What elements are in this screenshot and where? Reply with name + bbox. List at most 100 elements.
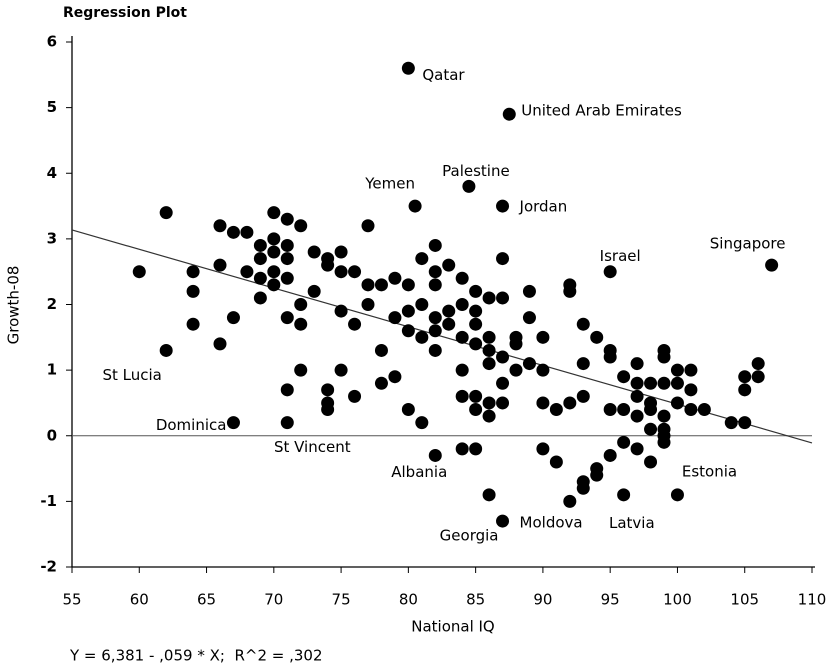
point [334, 363, 348, 377]
point [502, 107, 516, 121]
point [455, 442, 469, 456]
point [401, 61, 415, 75]
point [294, 298, 308, 311]
point [765, 258, 779, 272]
point [294, 317, 308, 331]
point [576, 357, 590, 371]
point [603, 403, 617, 416]
point [253, 271, 267, 285]
point [670, 363, 684, 377]
point [361, 219, 375, 233]
point [388, 311, 402, 325]
point [442, 304, 456, 318]
point-label: Jordan [519, 198, 568, 216]
point [469, 442, 483, 456]
point [428, 324, 442, 338]
y-tick-label: -2 [40, 558, 57, 576]
point [603, 448, 617, 462]
point [428, 238, 442, 252]
point [428, 311, 442, 325]
point [253, 291, 267, 305]
point [361, 278, 375, 292]
point [280, 416, 294, 430]
point [348, 265, 362, 279]
point [321, 258, 335, 272]
point [213, 219, 227, 233]
x-tick-label: 80 [399, 591, 418, 609]
y-tick-label: 2 [47, 295, 57, 313]
y-tick-label: 3 [47, 229, 57, 247]
point [482, 409, 496, 423]
point [697, 403, 711, 416]
point [469, 403, 483, 416]
y-tick-label: 0 [47, 426, 57, 444]
point [617, 435, 631, 449]
point [307, 284, 321, 298]
point [415, 252, 429, 266]
point [482, 343, 496, 357]
x-tick-label: 95 [601, 591, 620, 609]
point-label: Dominica [156, 416, 227, 434]
point [186, 317, 200, 331]
x-tick-label: 70 [264, 591, 283, 609]
point [401, 403, 415, 416]
point [630, 389, 644, 403]
point-label: Latvia [609, 514, 655, 532]
point-label: United Arab Emirates [521, 102, 682, 120]
point [253, 252, 267, 266]
point [469, 389, 483, 403]
point [415, 330, 429, 344]
point [684, 363, 698, 377]
point [549, 403, 563, 416]
point [630, 442, 644, 456]
point [428, 448, 442, 462]
point [590, 468, 604, 482]
x-tick-label: 75 [332, 591, 351, 609]
point-label: St Lucia [102, 366, 161, 384]
x-tick-label: 90 [533, 591, 552, 609]
point [617, 488, 631, 502]
point [536, 363, 550, 377]
point [267, 278, 281, 292]
point [428, 343, 442, 357]
point [280, 383, 294, 397]
point [657, 429, 671, 443]
x-tick-label: 100 [663, 591, 692, 609]
point [496, 514, 510, 528]
point [482, 396, 496, 410]
point [630, 409, 644, 423]
point [307, 245, 321, 259]
point-label: St Vincent [274, 438, 351, 456]
y-axis-label: Growth-08 [5, 266, 23, 345]
point [509, 363, 523, 377]
point [603, 265, 617, 279]
point-label: Georgia [440, 526, 499, 544]
point [644, 422, 658, 436]
point [738, 370, 752, 384]
point [374, 343, 388, 357]
point-label: Singapore [710, 235, 786, 253]
point-label: Moldova [520, 514, 583, 532]
point [267, 232, 281, 246]
point [294, 363, 308, 377]
point [617, 403, 631, 416]
point [738, 416, 752, 430]
x-tick-label: 110 [798, 591, 827, 609]
point [738, 383, 752, 397]
point [132, 265, 146, 279]
point [536, 442, 550, 456]
point [280, 238, 294, 252]
point [670, 376, 684, 390]
point [348, 317, 362, 331]
point [644, 376, 658, 390]
point [482, 330, 496, 344]
point [428, 278, 442, 292]
point [253, 238, 267, 252]
point [186, 284, 200, 298]
y-tick-label: -1 [40, 492, 57, 510]
point [617, 370, 631, 384]
point [334, 265, 348, 279]
point [401, 278, 415, 292]
point [374, 376, 388, 390]
point [657, 350, 671, 364]
